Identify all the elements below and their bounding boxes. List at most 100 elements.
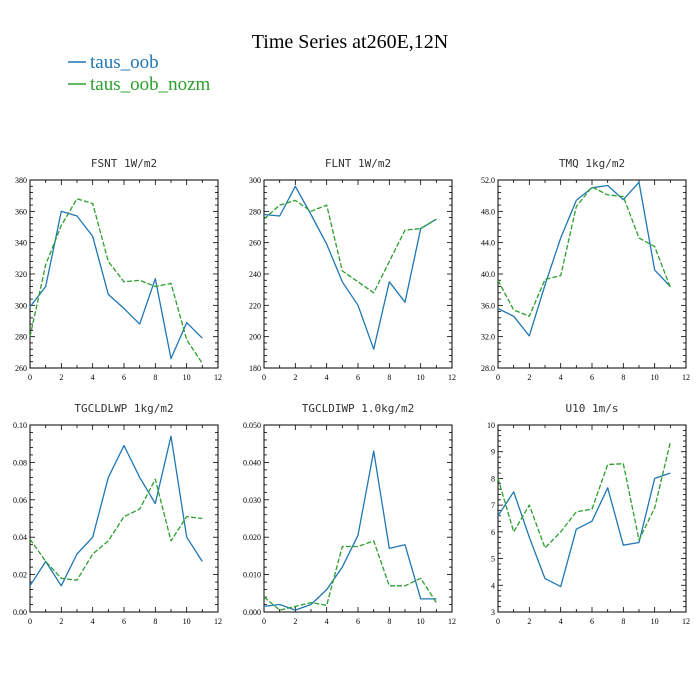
y-tick-label: 7 (491, 501, 495, 510)
series-line-taus-oob-nozm (263, 199, 437, 294)
x-tick-label: 4 (559, 617, 563, 626)
y-tick-label: 48.0 (481, 207, 495, 216)
series-line-taus-oob-nozm (497, 186, 671, 317)
y-tick-label: 5 (491, 555, 495, 564)
x-tick-label: 12 (214, 373, 222, 382)
x-tick-label: 6 (356, 373, 360, 382)
panel-4: TGCLDLWP 1kg/m2 0 2 4 6 8 10 12 0.00 0.02 0.04 0.06… (13, 402, 222, 626)
y-tick-label: 280 (15, 333, 27, 342)
y-tick-label: 36.0 (481, 301, 495, 310)
panel-title: TMQ 1kg/m2 (559, 157, 625, 170)
series-line-taus-oob (497, 181, 671, 337)
legend-label-taus-oob-nozm: taus_oob_nozm (90, 74, 211, 95)
y-tick-label: 300 (15, 301, 27, 310)
plot-frame (29, 424, 219, 613)
y-tick-label: 52.0 (481, 176, 495, 185)
x-tick-label: 6 (356, 617, 360, 626)
series-line-taus-oob (29, 210, 203, 360)
x-tick-label: 12 (214, 617, 222, 626)
x-tick-label: 8 (387, 617, 391, 626)
x-tick-label: 12 (682, 617, 690, 626)
x-tick-label: 0 (496, 617, 500, 626)
panel-6: U10 1m/s 0 2 4 6 8 10 12 3 4 5 6 7 8 9 10 (487, 402, 690, 626)
x-tick-label: 0 (28, 617, 32, 626)
series-line-taus-oob (263, 450, 437, 611)
y-tick-label: 4 (491, 581, 495, 590)
y-tick-label: 0.020 (243, 533, 261, 542)
panel-1: FSNT 1W/m2 0 2 4 6 8 10 12 260 280 300 320 340 360 380 (15, 157, 222, 382)
x-tick-label: 8 (387, 373, 391, 382)
series-line-taus-oob-nozm (497, 442, 671, 549)
panel-3: TMQ 1kg/m2 0 2 4 6 8 10 12 28.0 32.0 36.0 40.0 44.0 4… (481, 157, 690, 382)
series-line-taus-oob (29, 435, 203, 587)
panel-title: U10 1m/s (566, 402, 619, 415)
y-tick-label: 3 (491, 608, 495, 617)
x-tick-label: 2 (59, 617, 63, 626)
series-line-taus-oob (497, 472, 671, 588)
y-tick-label: 0.04 (13, 533, 27, 542)
x-tick-label: 4 (91, 617, 95, 626)
x-tick-label: 4 (91, 373, 95, 382)
plot-frame (263, 179, 453, 369)
plot-frame (497, 424, 687, 613)
y-tick-label: 32.0 (481, 333, 495, 342)
x-tick-label: 10 (651, 617, 659, 626)
x-tick-label: 4 (325, 617, 329, 626)
x-tick-label: 2 (293, 373, 297, 382)
panel-grid: FSNT 1W/m20 2 4 6 8 10 12260280300320340360380… (13, 157, 690, 626)
x-tick-label: 12 (448, 373, 456, 382)
y-tick-label: 340 (15, 239, 27, 248)
y-tick-label: 320 (15, 270, 27, 279)
y-tick-label: 0.06 (13, 496, 27, 505)
series-line-taus-oob (263, 185, 437, 350)
x-tick-label: 0 (262, 373, 266, 382)
x-tick-label: 8 (621, 373, 625, 382)
y-tick-label: 0.000 (243, 608, 261, 617)
x-tick-label: 10 (651, 373, 659, 382)
x-tick-label: 2 (527, 373, 531, 382)
y-tick-label: 0.010 (243, 571, 261, 580)
x-tick-label: 12 (682, 373, 690, 382)
panel-title: FSNT 1W/m2 (91, 157, 157, 170)
y-tick-label: 6 (491, 528, 495, 537)
x-tick-label: 2 (527, 617, 531, 626)
x-tick-label: 10 (183, 617, 191, 626)
panel-title: TGCLDIWP 1.0kg/m2 (302, 402, 415, 415)
y-tick-label: 44.0 (481, 239, 495, 248)
series-line-taus-oob-nozm (263, 540, 437, 611)
y-tick-label: 260 (15, 364, 27, 373)
x-tick-label: 0 (496, 373, 500, 382)
y-tick-label: 0.10 (13, 421, 27, 430)
y-tick-label: 8 (491, 474, 495, 483)
x-tick-label: 12 (448, 617, 456, 626)
panel-5: TGCLDIWP 1.0kg/m2 0 2 4 6 8 10 12 0.000 0.010 0.02… (243, 402, 456, 626)
x-tick-label: 8 (153, 373, 157, 382)
x-tick-label: 6 (590, 373, 594, 382)
legend-label-taus-oob: taus_oob (90, 52, 159, 73)
y-tick-label: 280 (249, 207, 261, 216)
x-tick-label: 10 (417, 617, 425, 626)
y-tick-label: 40.0 (481, 270, 495, 279)
y-tick-label: 380 (15, 176, 27, 185)
y-tick-label: 0.00 (13, 608, 27, 617)
x-tick-label: 2 (59, 373, 63, 382)
x-tick-label: 6 (122, 617, 126, 626)
x-tick-label: 4 (559, 373, 563, 382)
panel-title: TGCLDLWP 1kg/m2 (74, 402, 173, 415)
x-tick-label: 8 (153, 617, 157, 626)
y-tick-label: 0.02 (13, 571, 27, 580)
y-tick-label: 200 (249, 333, 261, 342)
x-tick-label: 10 (417, 373, 425, 382)
x-tick-label: 10 (183, 373, 191, 382)
y-tick-label: 300 (249, 176, 261, 185)
y-tick-label: 260 (249, 239, 261, 248)
y-tick-label: 180 (249, 364, 261, 373)
y-tick-label: 0.040 (243, 458, 261, 467)
x-tick-label: 8 (621, 617, 625, 626)
y-tick-label: 0.030 (243, 496, 261, 505)
y-tick-label: 240 (249, 270, 261, 279)
x-tick-label: 6 (122, 373, 126, 382)
x-tick-label: 0 (28, 373, 32, 382)
legend: taus_oob taus_oob_nozm (68, 52, 211, 95)
